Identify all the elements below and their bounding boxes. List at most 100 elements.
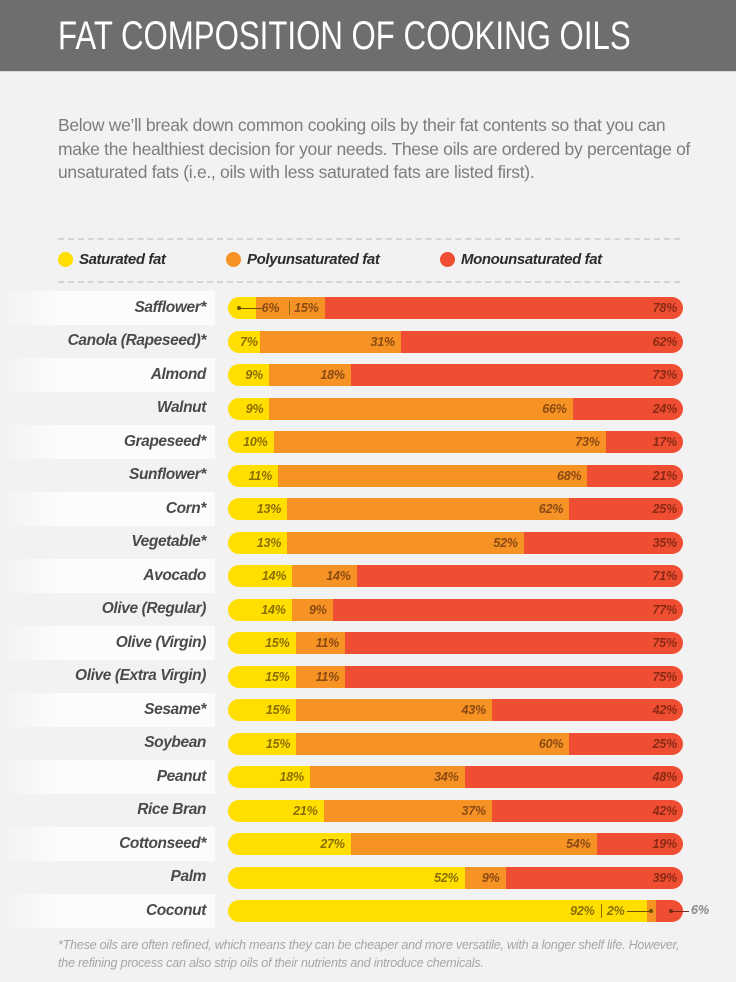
data-label: 11%: [248, 468, 273, 483]
bar-segment-monounsaturated: 42%: [491, 699, 683, 721]
bar-segment-saturated: 10%: [228, 431, 274, 453]
bar-segment-saturated: 15%: [228, 699, 297, 721]
bar-segment-polyunsaturated: 43%: [296, 699, 492, 721]
chart-row: Olive (Regular) 14% 9% 77%: [0, 593, 736, 627]
bar-segment-saturated: 15%: [228, 632, 296, 654]
chart-row: Walnut 9% 66% 24%: [0, 392, 736, 426]
data-label: 14%: [261, 569, 287, 583]
category-label: Rice Bran: [137, 801, 206, 819]
bar-segment-saturated: 13%: [228, 498, 288, 520]
legend-label: Polyunsaturated fat: [247, 251, 380, 268]
bar-segment-monounsaturated: 71%: [356, 565, 683, 587]
data-label: 54%: [566, 837, 591, 851]
data-label: 17%: [652, 435, 678, 449]
bar-segment-polyunsaturated: 60%: [296, 732, 570, 755]
data-label: 52%: [493, 535, 518, 550]
chart-row: Sunflower* 11% 68% 21%: [0, 459, 736, 493]
stacked-bar: 13% 62% 25%: [228, 498, 683, 520]
bar-segment-monounsaturated: 39%: [505, 866, 683, 889]
data-label: 13%: [256, 502, 282, 516]
data-label: 52%: [434, 870, 459, 885]
bar-segment-monounsaturated: 35%: [523, 531, 683, 554]
legend-divider-bottom: [58, 281, 680, 283]
data-label: 21%: [293, 803, 318, 818]
stacked-bar: 15% 11% 75%: [228, 632, 683, 654]
data-label: 15%: [265, 703, 291, 717]
bar-segment-polyunsaturated: 66%: [269, 397, 573, 420]
category-label: Canola (Rapeseed)*: [67, 332, 207, 350]
stacked-bar: 14% 14% 71%: [228, 565, 683, 587]
stacked-bar: 52% 9% 39%: [228, 866, 683, 889]
bar-segment-saturated: 27%: [228, 833, 351, 855]
data-label: 2%: [606, 904, 625, 918]
data-label: 15%: [265, 736, 291, 751]
data-label: 66%: [542, 401, 567, 416]
data-label: 9%: [245, 368, 263, 382]
stacked-bar: 15% 60% 25%: [228, 732, 683, 755]
bar-segment-polyunsaturated: 15% 6%: [255, 297, 325, 319]
bar-segment-polyunsaturated: 34%: [309, 766, 465, 788]
category-label: Grapeseed*: [123, 432, 207, 450]
data-label: 10%: [243, 435, 268, 449]
bar-segment-monounsaturated: 48%: [464, 766, 683, 788]
chart-row: Peanut 18% 34% 48%: [0, 760, 736, 794]
data-label: 6%: [691, 903, 710, 917]
row-label-background: [0, 425, 215, 459]
bar-segment-saturated: 21%: [228, 799, 324, 822]
row-label-background: [0, 894, 215, 928]
header-banner: FAT COMPOSITION OF COOKING OILS: [0, 0, 736, 72]
bar-segment-monounsaturated: 62%: [400, 330, 683, 353]
bar-segment-polyunsaturated: 11%: [295, 665, 346, 688]
orange-dot-icon: [226, 252, 241, 267]
data-label: 15%: [294, 301, 319, 315]
category-label: Olive (Regular): [101, 600, 207, 618]
bar-segment-monounsaturated: 19%: [596, 833, 683, 855]
page-title: FAT COMPOSITION OF COOKING OILS: [58, 14, 631, 58]
bar-segment-monounsaturated: 75%: [345, 632, 683, 654]
stacked-bar: 27% 54% 19%: [228, 833, 683, 855]
stacked-bar: 7% 31% 62%: [228, 330, 683, 353]
data-label: 78%: [652, 301, 678, 315]
category-label: Almond: [150, 365, 207, 383]
legend-item-monounsaturated: Monounsaturated fat: [440, 251, 602, 268]
data-label: 14%: [326, 569, 351, 583]
data-label: 48%: [652, 770, 678, 784]
leader-dot: [669, 909, 673, 913]
category-label: Walnut: [157, 399, 206, 417]
legend: Saturated fat Polyunsaturated fat Monoun…: [58, 251, 698, 273]
bar-segment-polyunsaturated: 52%: [287, 531, 524, 554]
bar-segment-polyunsaturated: 9%: [464, 866, 506, 889]
bar-segment-polyunsaturated: 73%: [273, 431, 606, 453]
bar-segment-saturated: 9%: [228, 364, 269, 386]
leader-line: [238, 307, 262, 309]
data-label: 7%: [240, 334, 258, 349]
bar-segment-polyunsaturated: 9%: [291, 598, 333, 621]
data-label: 15%: [265, 669, 290, 684]
row-label-background: [0, 492, 215, 526]
data-label: 18%: [279, 770, 304, 784]
bar-segment-saturated: 13%: [228, 531, 288, 554]
red-dot-icon: [440, 252, 455, 267]
data-label: 9%: [308, 602, 327, 617]
chart-row: Grapeseed* 10% 73% 17%: [0, 425, 736, 459]
data-label: 43%: [461, 703, 486, 717]
leader-line: [626, 910, 649, 912]
data-label: 24%: [652, 401, 678, 416]
row-label-background: [0, 291, 215, 325]
leader-line: [671, 910, 689, 912]
chart-row: Sesame* 15% 43% 42%: [0, 693, 736, 727]
data-label: 75%: [652, 669, 678, 684]
data-label: 71%: [652, 569, 678, 583]
chart-row: Vegetable* 13% 52% 35%: [0, 526, 736, 560]
stacked-bar: 11% 68% 21%: [228, 464, 683, 487]
category-label: Corn*: [165, 499, 207, 517]
bar-segment-monounsaturated: 21%: [587, 464, 683, 487]
bar-segment-polyunsaturated: 14%: [292, 565, 357, 587]
chart-row: Olive (Virgin) 15% 11% 75%: [0, 626, 736, 660]
data-label: 62%: [538, 502, 564, 516]
chart-row: Olive (Extra Virgin) 15% 11% 75%: [0, 660, 736, 694]
stacked-bar: 15% 11% 75%: [228, 665, 683, 688]
data-label: 35%: [652, 535, 678, 550]
label-separator: [600, 904, 602, 918]
bar-segment-saturated: 92% 2%: [228, 900, 647, 922]
